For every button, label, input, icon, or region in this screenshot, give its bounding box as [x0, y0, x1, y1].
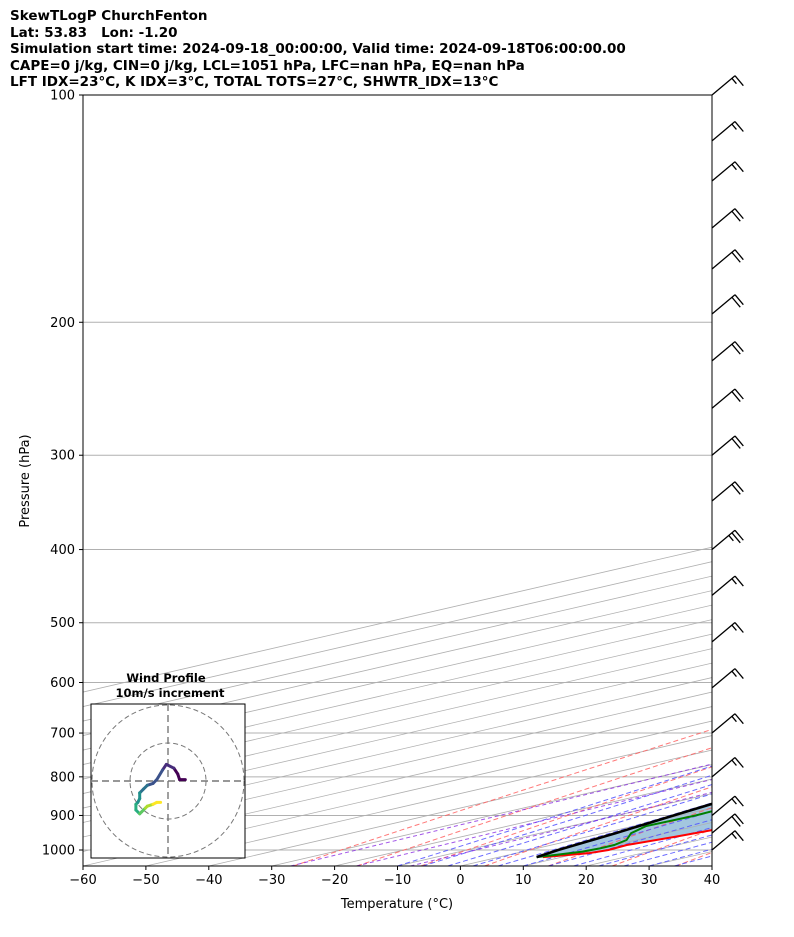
- dry-adiabat-line: [293, 728, 712, 866]
- x-tick-label: −50: [132, 873, 159, 888]
- dry-adiabat-line: [484, 786, 712, 866]
- isotherm-line: [775, 95, 794, 866]
- moist-adiabat-line: [422, 774, 712, 866]
- moist-adiabat-line: [397, 765, 712, 866]
- moist-adiabat-line: [573, 826, 712, 866]
- isotherm-line: [711, 865, 712, 866]
- wind-barb: [711, 575, 744, 596]
- station-coordinates: Lat: 53.83 Lon: -1.20: [10, 24, 178, 41]
- x-tick-label: 10: [515, 873, 532, 888]
- mixing-ratio-line: [290, 763, 712, 866]
- wind-barb: [711, 249, 744, 270]
- profile-lines: [83, 95, 794, 866]
- wind-barb: [711, 341, 744, 362]
- x-tick-label: 0: [456, 873, 464, 888]
- x-tick-label: −10: [384, 873, 411, 888]
- y-tick-label: 800: [50, 770, 75, 785]
- dry-adiabat-line: [420, 766, 712, 866]
- y-tick-label: 700: [50, 727, 75, 742]
- isotherm-line: [83, 633, 712, 780]
- moist-adiabat-line: [598, 834, 712, 866]
- x-tick-label: 30: [641, 873, 658, 888]
- x-tick-label: −20: [321, 873, 348, 888]
- wind-barb: [711, 75, 744, 96]
- x-axis-label: Temperature (°C): [340, 897, 453, 912]
- x-tick-label: 40: [704, 873, 721, 888]
- wind-barb: [711, 529, 744, 551]
- hodograph-ring: [91, 704, 245, 858]
- wind-barb: [711, 388, 744, 409]
- wind-barb: [711, 830, 744, 851]
- y-tick-label: 100: [50, 89, 75, 104]
- moist-adiabat-line: [674, 855, 712, 866]
- wind-barb: [711, 435, 744, 456]
- isotherm-line: [271, 764, 712, 866]
- chart-title: SkewTLogP ChurchFenton: [10, 8, 208, 24]
- stability-indices: LFT IDX=23°C, K IDX=3°C, TOTAL TOTS=27°C…: [10, 74, 499, 90]
- simulation-time: Simulation start time: 2024-09-18_00:00:…: [10, 41, 626, 57]
- chart-header: SkewTLogP ChurchFenton Lat: 53.83 Lon: -…: [10, 8, 626, 91]
- isotherm-line: [334, 778, 712, 866]
- isotherm-line: [586, 836, 712, 866]
- isotherm-line: [649, 851, 712, 866]
- wind-barb: [711, 294, 744, 315]
- y-tick-label: 1000: [42, 844, 75, 859]
- wind-barbs: [711, 75, 744, 851]
- moist-adiabat-line: [648, 848, 712, 866]
- convective-parameters: CAPE=0 j/kg, CIN=0 j/kg, LCL=1051 hPa, L…: [10, 57, 525, 74]
- wind-barb: [711, 813, 744, 834]
- isotherm-line: [145, 735, 712, 866]
- y-tick-label: 500: [50, 616, 75, 631]
- wind-barb: [711, 481, 744, 502]
- hodograph-subtitle: 10m/s increment: [116, 686, 225, 700]
- isotherm-line: [208, 749, 712, 866]
- isotherm-line: [523, 822, 712, 866]
- x-tick-label: −60: [69, 873, 96, 888]
- dry-adiabat-line: [675, 851, 712, 866]
- y-tick-label: 400: [50, 543, 75, 558]
- isotherm-line: [83, 691, 712, 838]
- moist-adiabat-line: [523, 810, 712, 866]
- wind-barb: [711, 622, 744, 643]
- moist-adiabat-line: [447, 784, 712, 866]
- y-axis-label: Pressure (hPa): [18, 434, 33, 527]
- cin-shaded-area: [536, 803, 712, 858]
- y-tick-label: 900: [50, 809, 75, 824]
- cape-cin-shading: [536, 803, 712, 858]
- wind-barb: [711, 121, 744, 142]
- y-tick-label: 600: [50, 676, 75, 691]
- moist-adiabat-line: [472, 793, 712, 866]
- wind-barb: [711, 795, 744, 816]
- isotherm-line: [83, 720, 712, 866]
- dewpoint-line: [536, 810, 712, 859]
- wind-barb: [711, 208, 744, 229]
- mixing-ratio-line: [356, 778, 712, 866]
- isotherm-line: [83, 648, 712, 794]
- hodograph-title: Wind Profile: [126, 671, 206, 685]
- wind-profile-hodograph: Wind Profile 10m/s increment: [90, 671, 246, 859]
- wind-barb: [711, 668, 744, 689]
- wind-barb: [711, 713, 744, 734]
- y-tick-label: 300: [50, 449, 75, 464]
- x-tick-label: −40: [195, 873, 222, 888]
- parcel-path-line: [536, 802, 712, 859]
- isotherm-line: [460, 807, 712, 866]
- hodograph-segment: [155, 768, 164, 782]
- wind-barb: [711, 757, 744, 778]
- y-tick-label: 200: [50, 316, 75, 331]
- isotherm-line: [83, 706, 712, 852]
- x-tick-label: 20: [578, 873, 595, 888]
- dry-adiabat-line: [740, 95, 794, 866]
- isotherm-line: [83, 677, 712, 823]
- isotherm-line: [83, 662, 712, 809]
- x-tick-label: −30: [258, 873, 285, 888]
- wind-barb: [711, 161, 744, 182]
- dry-adiabat-line: [356, 747, 712, 866]
- isotherm-line: [397, 793, 712, 866]
